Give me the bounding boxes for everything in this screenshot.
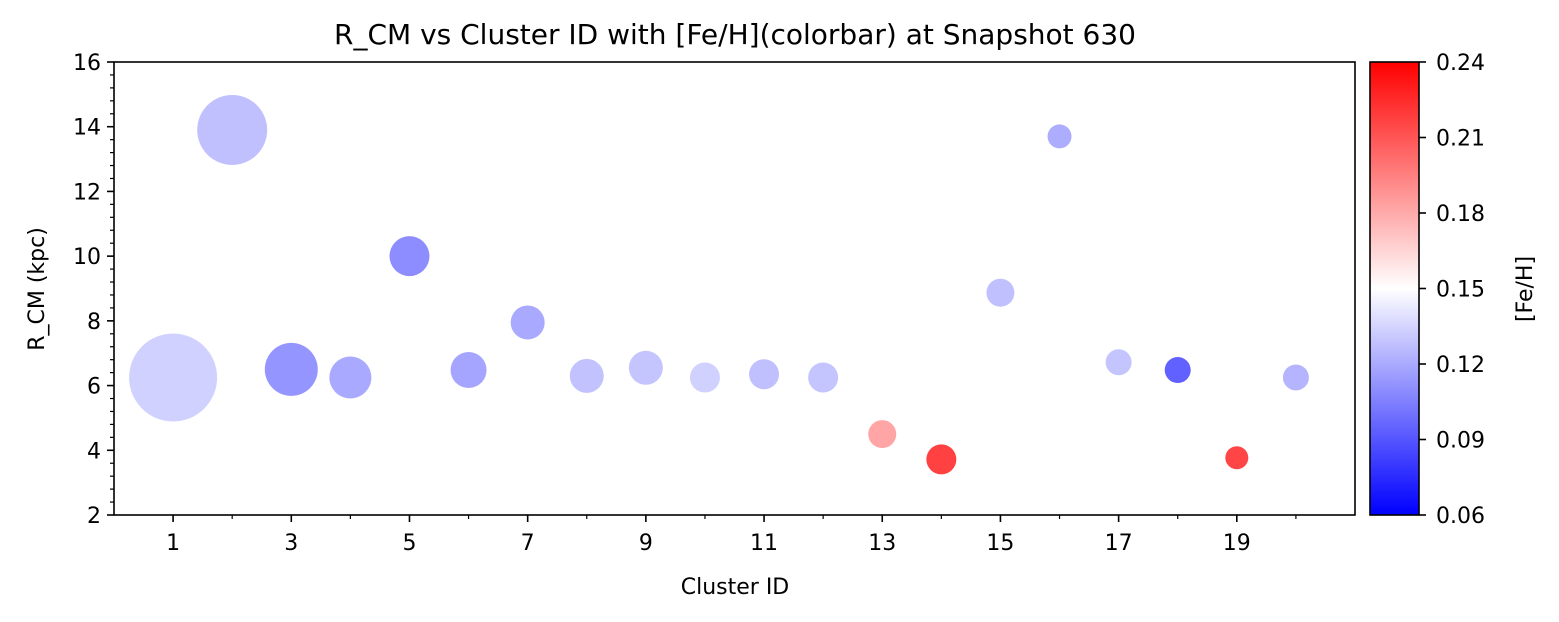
colorbar-tick-label: 0.18 [1436,202,1485,227]
y-tick-label: 8 [87,310,101,335]
x-tick-label: 17 [1105,531,1133,556]
data-point-cluster-8 [569,358,604,393]
data-point-cluster-2 [197,94,268,165]
chart-title: R_CM vs Cluster ID with [Fe/H](colorbar)… [334,18,1136,51]
x-tick-label: 3 [284,531,298,556]
data-point-cluster-6 [450,352,487,389]
data-point-cluster-11 [749,359,780,390]
plot-frame [113,61,1356,516]
x-axis: 1 3 5 7 9 11 13 15 17 19 [166,515,1297,556]
y-axis-label: R_CM (kpc) [25,227,50,351]
colorbar-tick-label: 0.09 [1436,429,1485,454]
data-point-cluster-15 [986,278,1015,307]
y-tick-label: 6 [87,375,101,400]
y-tick-label: 4 [87,439,101,464]
data-point-cluster-12 [808,362,839,393]
y-tick-label: 10 [73,245,101,270]
x-tick-label: 1 [166,531,180,556]
data-point-cluster-4 [329,356,372,399]
x-tick-label: 15 [986,531,1014,556]
x-tick-label: 11 [750,531,778,556]
colorbar-ticks: 0.06 0.09 0.12 0.15 0.18 0.21 0.24 [1419,51,1485,529]
data-point-cluster-16 [1047,124,1072,149]
colorbar-tick-label: 0.15 [1436,278,1485,303]
x-tick-label: 5 [402,531,416,556]
colorbar-tick-label: 0.12 [1436,353,1485,378]
data-point-cluster-3 [264,342,318,396]
y-tick-label: 14 [73,116,101,141]
data-point-cluster-17 [1105,349,1132,376]
y-axis: 2 4 6 8 10 12 14 16 [73,51,114,529]
x-tick-label: 7 [521,531,535,556]
colorbar-label: [Fe/H] [1513,256,1538,322]
x-tick-label: 9 [639,531,653,556]
x-tick-label: 19 [1223,531,1251,556]
y-tick-label: 16 [73,51,101,76]
data-point-cluster-18 [1164,357,1191,384]
colorbar-tick-label: 0.21 [1436,127,1485,152]
data-points [129,94,1309,475]
data-point-cluster-14 [926,444,957,475]
data-point-cluster-7 [510,305,545,340]
data-point-cluster-1 [129,333,218,422]
data-point-cluster-10 [689,362,720,393]
y-tick-label: 2 [87,504,101,529]
data-point-cluster-19 [1225,446,1249,470]
x-tick-label: 13 [868,531,896,556]
colorbar [1369,61,1420,516]
colorbar-tick-label: 0.06 [1436,504,1485,529]
data-point-cluster-9 [628,350,663,385]
y-tick-label: 12 [73,180,101,205]
x-axis-label: Cluster ID [681,575,790,600]
data-point-cluster-20 [1282,364,1309,391]
colorbar-tick-label: 0.24 [1436,51,1485,76]
data-point-cluster-13 [868,420,897,449]
data-point-cluster-5 [389,236,430,277]
